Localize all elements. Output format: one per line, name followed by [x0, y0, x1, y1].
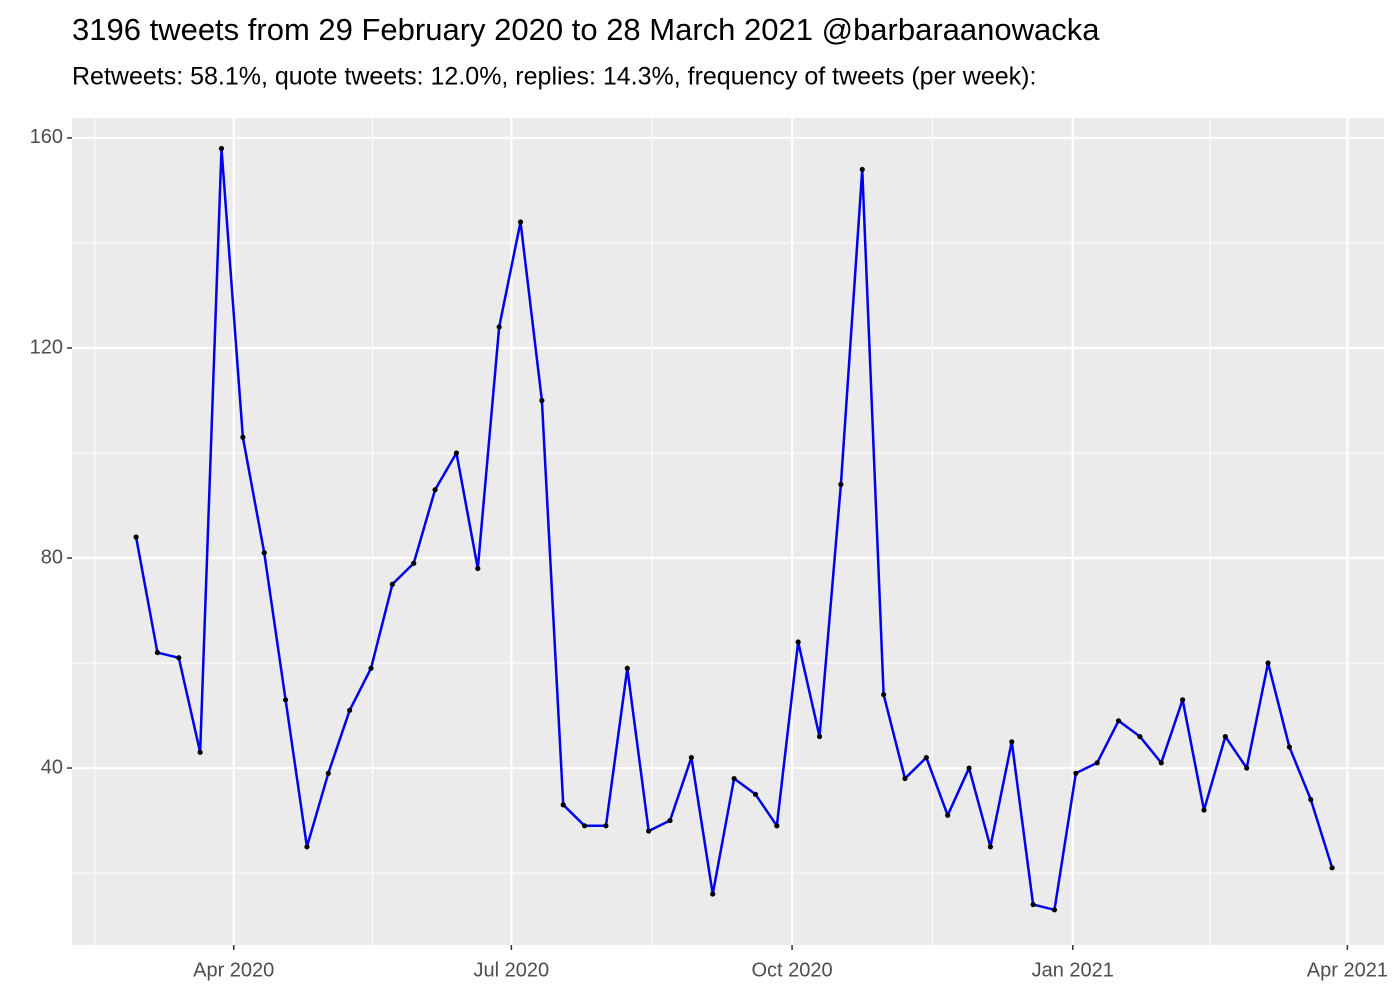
y-tick-label: 40: [41, 756, 63, 778]
data-point: [347, 707, 353, 713]
data-point: [1137, 733, 1143, 740]
data-point: [987, 844, 994, 850]
data-point: [197, 749, 203, 755]
data-point: [624, 665, 630, 671]
data-point: [667, 817, 673, 824]
data-point: [1201, 807, 1207, 813]
data-point: [517, 219, 524, 225]
data-point: [646, 828, 652, 834]
data-point: [1115, 718, 1122, 724]
data-point: [560, 802, 566, 808]
data-point: [881, 691, 887, 698]
y-tick-label: 120: [30, 336, 63, 358]
data-point: [838, 481, 844, 488]
data-point: [496, 324, 502, 330]
data-point: [432, 487, 438, 493]
data-point: [710, 891, 716, 897]
data-point: [731, 775, 737, 782]
data-point: [261, 550, 267, 556]
chart-title: 3196 tweets from 29 February 2020 to 28 …: [72, 12, 1100, 47]
data-point: [923, 754, 929, 761]
data-point: [1222, 733, 1228, 740]
data-point: [1158, 760, 1164, 766]
x-tick-label: Apr 2021: [1307, 959, 1388, 981]
y-tick-label: 160: [30, 126, 63, 148]
data-point: [795, 639, 801, 645]
x-tick-label: Jul 2020: [474, 959, 550, 981]
data-point: [902, 775, 908, 782]
x-tick-label: Jan 2021: [1032, 959, 1114, 981]
data-point: [453, 450, 460, 456]
data-point: [1244, 765, 1250, 771]
data-point: [1051, 907, 1058, 913]
data-point: [475, 565, 481, 572]
data-point: [688, 754, 694, 761]
data-point: [1265, 660, 1271, 666]
panel: [72, 118, 1384, 945]
data-point: [176, 655, 182, 661]
data-point: [1329, 865, 1335, 871]
data-point: [1308, 796, 1314, 803]
data-point: [603, 823, 609, 829]
data-point: [966, 765, 972, 771]
data-point: [304, 844, 310, 850]
x-tick-label: Oct 2020: [751, 959, 832, 981]
data-point: [752, 791, 759, 797]
data-point: [945, 812, 951, 818]
data-point: [368, 665, 374, 671]
data-point: [154, 649, 161, 656]
data-point: [282, 697, 289, 703]
data-point: [539, 397, 545, 404]
data-point: [389, 581, 395, 587]
data-point: [1094, 760, 1100, 766]
data-point: [133, 534, 139, 540]
data-point: [816, 733, 823, 740]
data-point: [1286, 744, 1293, 750]
data-point: [1073, 770, 1079, 776]
y-tick-label: 80: [41, 546, 63, 568]
data-point: [581, 823, 588, 829]
data-point: [1009, 739, 1015, 745]
data-point: [218, 145, 225, 152]
data-point: [1030, 901, 1036, 908]
data-point: [1180, 697, 1186, 703]
chart-subtitle: Retweets: 58.1%, quote tweets: 12.0%, re…: [72, 63, 1036, 91]
data-point: [859, 166, 865, 173]
data-point: [325, 770, 331, 776]
data-point: [411, 560, 417, 566]
x-tick-label: Apr 2020: [193, 959, 274, 981]
data-point: [774, 823, 780, 829]
data-point: [240, 434, 246, 440]
